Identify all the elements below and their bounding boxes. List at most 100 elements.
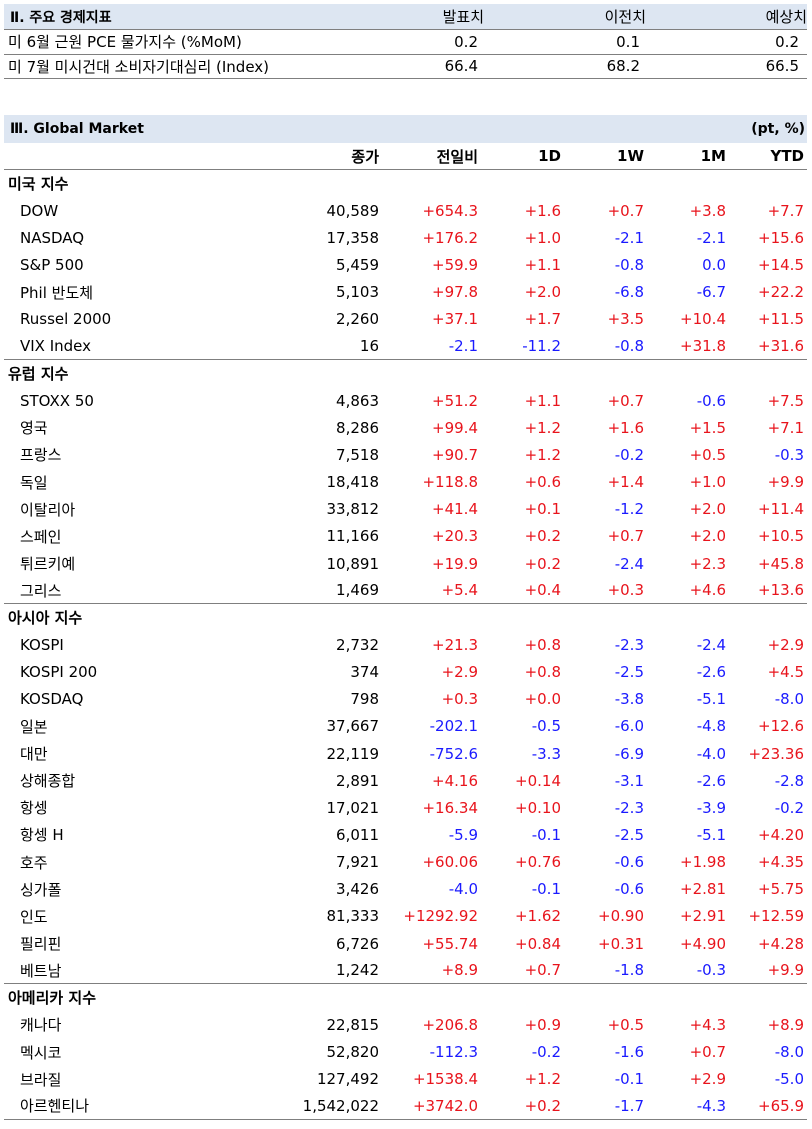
index-name: 멕시코 bbox=[20, 1043, 62, 1062]
index-name: Russel 2000 bbox=[20, 310, 112, 329]
market-row: 스페인 11,166 +20.3 +0.2 +0.7 +2.0 +10.5 bbox=[4, 523, 807, 550]
close-value: 7,518 bbox=[336, 445, 379, 464]
index-name: 필리핀 bbox=[20, 935, 62, 953]
change-value: +51.2 bbox=[432, 391, 478, 410]
market-row: S&P 500 5,459 +59.9 +1.1 -0.8 0.0 +14.5 bbox=[4, 251, 807, 278]
close-value: 2,891 bbox=[336, 771, 379, 790]
pct-ytd: +22.2 bbox=[758, 283, 804, 302]
index-name: 대만 bbox=[20, 745, 48, 764]
close-value: 52,820 bbox=[326, 1043, 380, 1062]
market-row: 영국 8,286 +99.4 +1.2 +1.6 +1.5 +7.1 bbox=[4, 414, 807, 441]
change-value: +55.74 bbox=[422, 934, 478, 953]
pct-ytd: +5.75 bbox=[758, 880, 804, 899]
index-name: 독일 bbox=[20, 473, 48, 492]
market-row: 상해종합 2,891 +4.16 +0.14 -3.1 -2.6 -2.8 bbox=[4, 767, 807, 794]
market-row: KOSDAQ 798 +0.3 +0.0 -3.8 -5.1 -8.0 bbox=[4, 686, 807, 713]
pct-1m: +4.3 bbox=[689, 1015, 726, 1034]
close-value: 374 bbox=[350, 663, 379, 682]
market-row: 인도 81,333 +1292.92 +1.62 +0.90 +2.91 +12.59 bbox=[4, 903, 807, 930]
close-value: 18,418 bbox=[326, 473, 380, 492]
index-name: 스페인 bbox=[20, 527, 62, 546]
pct-ytd: +12.59 bbox=[748, 907, 804, 926]
pct-ytd: +8.9 bbox=[767, 1015, 804, 1034]
change-value: +206.8 bbox=[422, 1015, 478, 1034]
pct-1w: -2.4 bbox=[614, 554, 644, 573]
pct-1d: +2.0 bbox=[524, 283, 561, 302]
close-value: 11,166 bbox=[326, 527, 380, 546]
change-value: +1538.4 bbox=[412, 1070, 478, 1089]
market-row: 프랑스 7,518 +90.7 +1.2 -0.2 +0.5 -0.3 bbox=[4, 441, 807, 468]
close-value: 7,921 bbox=[336, 853, 379, 872]
change-value: +654.3 bbox=[422, 201, 478, 220]
pct-1w: -0.8 bbox=[614, 336, 644, 355]
index-name: 인도 bbox=[20, 907, 48, 926]
change-value: +59.9 bbox=[432, 255, 478, 274]
pct-1m: +31.8 bbox=[680, 336, 726, 355]
index-name: 항셍 H bbox=[20, 826, 64, 845]
pct-ytd: +31.6 bbox=[758, 336, 804, 355]
change-value: +1292.92 bbox=[403, 907, 478, 926]
econ-value: 0.2 bbox=[775, 32, 799, 51]
col-header-1w: 1W bbox=[617, 147, 644, 165]
close-value: 10,891 bbox=[326, 554, 380, 573]
pct-1w: +0.3 bbox=[607, 581, 644, 600]
pct-1m: -4.0 bbox=[696, 744, 726, 763]
econ-row-label: 미 6월 근원 PCE 물가지수 (%MoM) bbox=[8, 33, 242, 52]
pct-1d: +0.2 bbox=[524, 554, 561, 573]
market-table: Ⅲ. Global Market (pt, %) 종가 전일비 1D 1W 1M… bbox=[4, 115, 807, 1120]
pct-1w: -2.3 bbox=[614, 635, 644, 654]
econ-value: 0.1 bbox=[616, 32, 640, 51]
pct-1d: +1.0 bbox=[524, 228, 561, 247]
pct-1m: +2.81 bbox=[680, 880, 726, 899]
pct-1w: -0.8 bbox=[614, 255, 644, 274]
pct-1d: -0.1 bbox=[531, 825, 561, 844]
pct-1d: +1.62 bbox=[515, 907, 561, 926]
index-name: 항셍 bbox=[20, 799, 48, 818]
econ-row: 미 7월 미시건대 소비자기대심리 (Index) 66.4 68.2 66.5 bbox=[4, 55, 807, 79]
pct-1w: -6.9 bbox=[614, 744, 644, 763]
pct-ytd: +11.4 bbox=[758, 500, 804, 519]
pct-1w: -1.7 bbox=[614, 1096, 644, 1115]
pct-ytd: +23.36 bbox=[748, 744, 804, 763]
econ-col-header: 발표치 bbox=[442, 8, 484, 26]
pct-1w: +1.4 bbox=[607, 473, 644, 492]
pct-1w: -0.6 bbox=[614, 853, 644, 872]
pct-1d: +1.1 bbox=[524, 255, 561, 274]
pct-ytd: +2.9 bbox=[767, 635, 804, 654]
pct-1d: +0.2 bbox=[524, 527, 561, 546]
col-header-ytd: YTD bbox=[770, 147, 804, 165]
econ-header: Ⅱ. 주요 경제지표 발표치 이전치 예상치 bbox=[4, 4, 807, 30]
change-value: +90.7 bbox=[432, 445, 478, 464]
pct-ytd: -5.0 bbox=[774, 1070, 804, 1089]
econ-table: Ⅱ. 주요 경제지표 발표치 이전치 예상치 미 6월 근원 PCE 물가지수 … bbox=[4, 4, 807, 79]
index-name: 이탈리아 bbox=[20, 500, 76, 519]
econ-rows: 미 6월 근원 PCE 물가지수 (%MoM) 0.2 0.1 0.2 미 7월 미시건… bbox=[4, 30, 807, 79]
pct-1m: +0.7 bbox=[689, 1043, 726, 1062]
pct-1w: -1.2 bbox=[614, 500, 644, 519]
index-name: KOSPI 200 bbox=[20, 663, 98, 682]
pct-1w: -6.0 bbox=[614, 717, 644, 736]
pct-1d: +0.76 bbox=[515, 853, 561, 872]
change-value: +5.4 bbox=[441, 581, 478, 600]
econ-value: 68.2 bbox=[606, 57, 640, 76]
econ-row: 미 6월 근원 PCE 물가지수 (%MoM) 0.2 0.1 0.2 bbox=[4, 30, 807, 55]
econ-value: 0.2 bbox=[454, 32, 478, 51]
pct-1w: -2.3 bbox=[614, 798, 644, 817]
change-value: +60.06 bbox=[422, 853, 478, 872]
market-row: DOW 40,589 +654.3 +1.6 +0.7 +3.8 +7.7 bbox=[4, 197, 807, 224]
index-name: S&P 500 bbox=[20, 255, 84, 274]
index-name: Phil 반도체 bbox=[20, 283, 94, 302]
market-row: 호주 7,921 +60.06 +0.76 -0.6 +1.98 +4.35 bbox=[4, 849, 807, 876]
pct-1w: -0.1 bbox=[614, 1070, 644, 1089]
change-value: +176.2 bbox=[422, 228, 478, 247]
market-row: VIX Index 16 -2.1 -11.2 -0.8 +31.8 +31.6 bbox=[4, 333, 807, 360]
pct-1m: -4.3 bbox=[696, 1096, 726, 1115]
pct-1w: +0.5 bbox=[607, 1015, 644, 1034]
market-col-headers: 종가 전일비 1D 1W 1M YTD bbox=[4, 143, 807, 170]
pct-ytd: +13.6 bbox=[758, 581, 804, 600]
pct-1m: 0.0 bbox=[702, 255, 726, 274]
pct-ytd: -8.0 bbox=[774, 690, 804, 709]
change-value: +8.9 bbox=[441, 961, 478, 980]
pct-ytd: +4.5 bbox=[767, 663, 804, 682]
pct-1d: +0.14 bbox=[515, 771, 561, 790]
